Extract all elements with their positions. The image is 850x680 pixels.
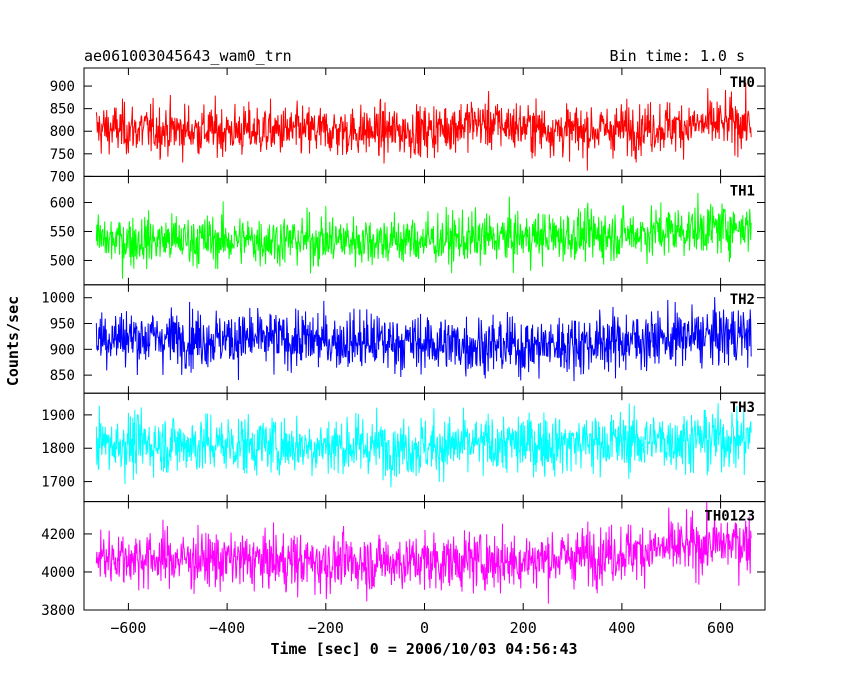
y-tick-label: 950 (50, 317, 75, 333)
y-tick-label: 4000 (41, 565, 75, 581)
y-tick-label: 550 (50, 224, 75, 240)
y-tick-label: 850 (50, 368, 75, 384)
y-tick-label: 900 (50, 79, 75, 95)
panel-th1: 500 550 600 TH1 (50, 175, 766, 286)
y-tick-label: 850 (50, 102, 75, 118)
series-label: TH0 (730, 75, 755, 91)
y-tick-label: 800 (50, 124, 75, 140)
y-tick-label: 900 (50, 342, 75, 358)
y-tick-label: 3800 (41, 603, 75, 619)
x-tick-label: −600 (110, 619, 146, 637)
y-tick-label: 500 (50, 253, 75, 269)
x-tick-label: 600 (707, 619, 734, 637)
y-tick-label: 1900 (41, 408, 75, 424)
series-label: TH0123 (704, 509, 755, 525)
chart-title: ae061003045643_wam0_trn (84, 47, 292, 65)
bin-time-label: Bin time: 1.0 s (610, 47, 745, 65)
y-tick-label: 750 (50, 147, 75, 163)
y-tick-label: 1800 (41, 441, 75, 457)
y-tick-label: 4200 (41, 527, 75, 543)
x-tick-label: 400 (608, 619, 635, 637)
y-tick-label: 1700 (41, 475, 75, 491)
x-axis-label: Time [sec] 0 = 2006/10/03 04:56:43 (270, 640, 577, 658)
panel-th0123: 3800 4000 4200 TH0123 (41, 501, 766, 619)
panels: 700 750 800 850 900 TH0 500 550 600 TH1 850 900 950 1… (41, 67, 766, 637)
series-line-th0 (95, 82, 752, 171)
series-line-th0123 (95, 501, 752, 604)
panel-th2: 850 900 950 1000 TH2 (41, 284, 766, 394)
y-axis-label: Counts/sec (4, 296, 22, 386)
x-tick-label: −200 (308, 619, 344, 637)
series-label: TH3 (730, 400, 755, 416)
series-line-th1 (95, 193, 752, 279)
series-label: TH2 (730, 292, 755, 308)
x-tick-label: 0 (420, 619, 429, 637)
series-line-th3 (95, 403, 752, 488)
series-label: TH1 (730, 183, 755, 199)
y-tick-label: 600 (50, 195, 75, 211)
x-tick-label: 200 (510, 619, 537, 637)
y-tick-label: 1000 (41, 291, 75, 307)
y-tick-label: 700 (50, 169, 75, 185)
series-line-th2 (95, 297, 752, 382)
x-tick-label: −400 (209, 619, 245, 637)
